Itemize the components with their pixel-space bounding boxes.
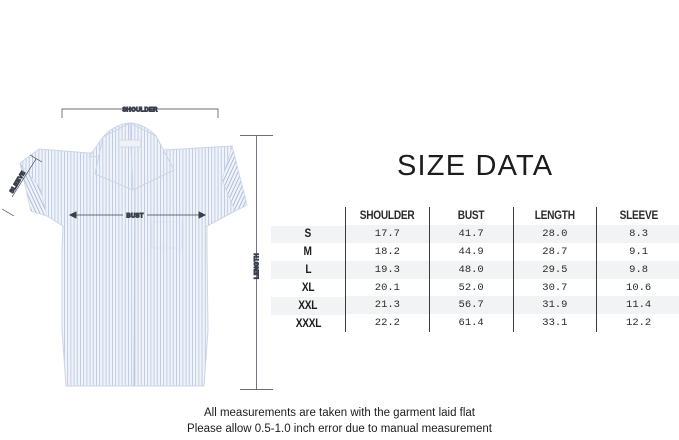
svg-text:BUST: BUST	[126, 213, 143, 219]
svg-text:SHOULDER: SHOULDER	[122, 107, 158, 113]
svg-text:LENGTH: LENGTH	[255, 253, 261, 279]
